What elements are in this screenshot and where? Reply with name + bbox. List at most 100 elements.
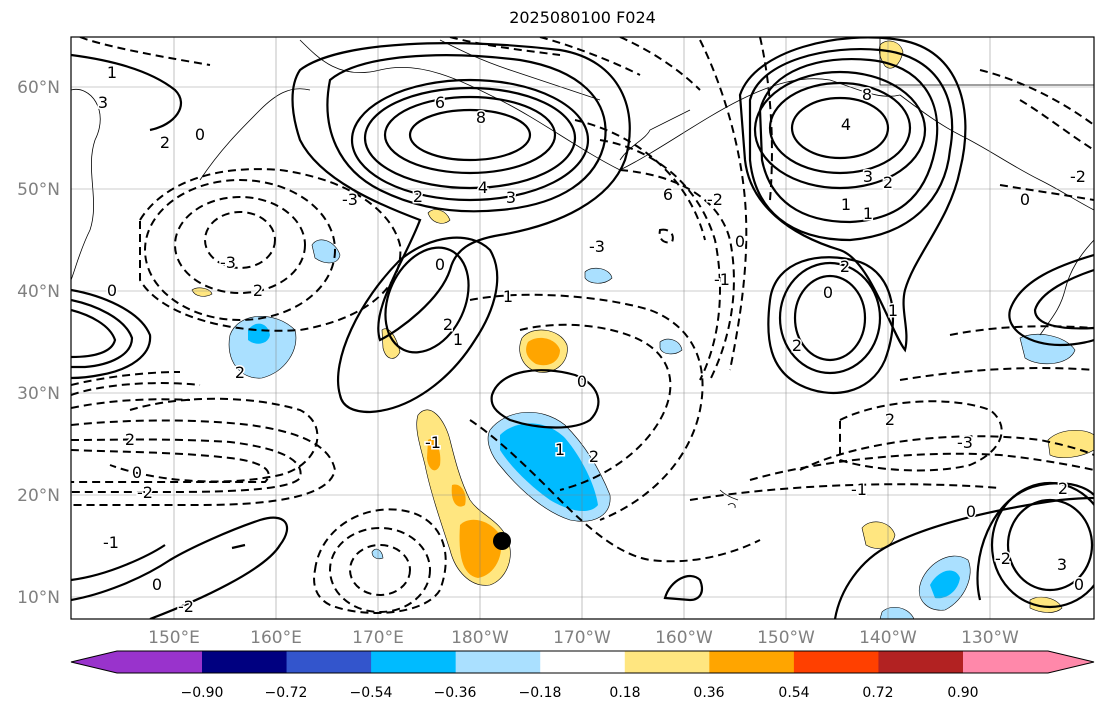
colorbar-segment — [371, 651, 457, 673]
colorbar-outline — [70, 650, 1095, 674]
lon-label: 180°W — [451, 628, 509, 648]
colorbar-segment — [963, 651, 1048, 673]
map-panel — [71, 37, 1094, 619]
colorbar-segment — [878, 651, 964, 673]
contour-label: 1 — [503, 287, 513, 306]
colorbar-segment — [793, 651, 879, 673]
contour-label: 1 — [555, 440, 565, 459]
contour-label: 2 — [1058, 479, 1068, 498]
contour-label: 3 — [1057, 555, 1067, 574]
contour-label: 3 — [506, 188, 516, 207]
contour-label: 6 — [663, 185, 673, 204]
negative-anomaly-region — [879, 606, 915, 619]
contour-label: 1 — [107, 63, 117, 82]
contour-label: 2 — [840, 257, 850, 276]
contour-label: -1 — [425, 433, 441, 452]
contour-label: 6 — [435, 93, 445, 112]
contour-label: -3 — [220, 253, 236, 272]
strong-negative-region — [930, 570, 960, 599]
moderate-positive-region — [526, 337, 560, 366]
contour-label: 2 — [885, 410, 895, 429]
contour-label: -1 — [714, 270, 730, 289]
positive-anomaly-region — [427, 209, 451, 224]
contour-label: 1 — [888, 301, 898, 320]
contour-label: 2 — [443, 315, 453, 334]
contour-label: -2 — [137, 483, 153, 502]
contour-label: 2 — [792, 336, 802, 355]
contour-label: -3 — [957, 433, 973, 452]
colorbar-tick-label: 0.36 — [693, 685, 724, 701]
colorbar-segment — [709, 651, 795, 673]
longitude-labels: 150°E 160°E 170°E 180°W 170°W 160°W 150°… — [148, 628, 1019, 648]
contour-label: 4 — [478, 178, 488, 197]
contour-label: 0 — [435, 255, 445, 274]
contour-label: 3 — [98, 93, 108, 112]
negative-anomaly-region — [584, 267, 613, 284]
lon-label: 130°W — [961, 628, 1019, 648]
colorbar-tick-label: −0.18 — [519, 685, 562, 701]
colorbar-segment — [540, 651, 626, 673]
contour-label: 1 — [453, 330, 463, 349]
colorbar-tick-label: −0.54 — [350, 685, 393, 701]
contour-label: 0 — [107, 281, 117, 300]
lat-label: 40°N — [17, 282, 60, 302]
contour-label: 0 — [195, 125, 205, 144]
strong-negative-region — [248, 323, 270, 344]
colorbar-tick-label: −0.90 — [181, 685, 224, 701]
contour-label: 0 — [966, 502, 976, 521]
colorbar-tick-label: 0.18 — [609, 685, 640, 701]
colorbar-segment — [117, 651, 202, 673]
contour-label: 2 — [883, 173, 893, 192]
lat-label: 60°N — [17, 78, 60, 98]
contour-label: 8 — [476, 108, 486, 127]
contour-label: 0 — [577, 372, 587, 391]
contour-label: -3 — [589, 237, 605, 256]
colorbar-segment — [286, 651, 372, 673]
contour-label: 0 — [132, 463, 142, 482]
lat-label: 20°N — [17, 486, 60, 506]
contour-label: -2 — [1070, 167, 1086, 186]
contour-label: 0 — [735, 232, 745, 251]
lon-label: 170°E — [352, 628, 404, 648]
lon-label: 150°W — [757, 628, 815, 648]
moderate-positive-region — [451, 484, 466, 507]
negative-anomaly-region — [659, 338, 683, 355]
lat-label: 50°N — [17, 180, 60, 200]
negative-anomaly-region — [371, 548, 384, 560]
contour-label: 2 — [413, 187, 423, 206]
contour-label: 2 — [253, 281, 263, 300]
colorbar-tick-label: −0.72 — [265, 685, 308, 701]
contour-label: -3 — [342, 190, 358, 209]
moderate-positive-region — [427, 439, 441, 471]
storm-position-marker — [493, 532, 511, 550]
contour-label: -2 — [178, 597, 194, 616]
contour-label: 0 — [1020, 190, 1030, 209]
positive-anomaly-region — [861, 521, 896, 549]
contour-label: 8 — [862, 85, 872, 104]
contour-label: -2 — [707, 190, 723, 209]
contour-label: 2 — [589, 447, 599, 466]
colorbar-segment — [202, 651, 288, 673]
positive-contours — [71, 37, 1094, 619]
colorbar-tick-label: −0.36 — [434, 685, 477, 701]
map-frame — [70, 36, 1095, 620]
colorbar-extend-high — [1048, 651, 1094, 673]
contour-label: 1 — [863, 204, 873, 223]
colorbar-tick-labels: −0.90 −0.72 −0.54 −0.36 −0.18 0.18 0.36 … — [181, 685, 979, 701]
lat-label: 10°N — [17, 588, 60, 608]
map-title: 2025080100 F024 — [509, 8, 656, 27]
lon-label: 160°E — [250, 628, 302, 648]
lat-label: 30°N — [17, 384, 60, 404]
negative-contours — [71, 37, 1094, 614]
contour-label: -1 — [851, 480, 867, 499]
contour-label: 0 — [823, 283, 833, 302]
lon-label: 170°W — [553, 628, 611, 648]
colorbar-tick-label: 0.90 — [947, 685, 978, 701]
colorbar-tick-label: 0.54 — [778, 685, 809, 701]
latitude-labels: 60°N 50°N 40°N 30°N 20°N 10°N — [17, 78, 60, 608]
contour-label: 1 — [841, 195, 851, 214]
colorbar-segment — [624, 651, 710, 673]
contour-label: 0 — [1074, 575, 1084, 594]
